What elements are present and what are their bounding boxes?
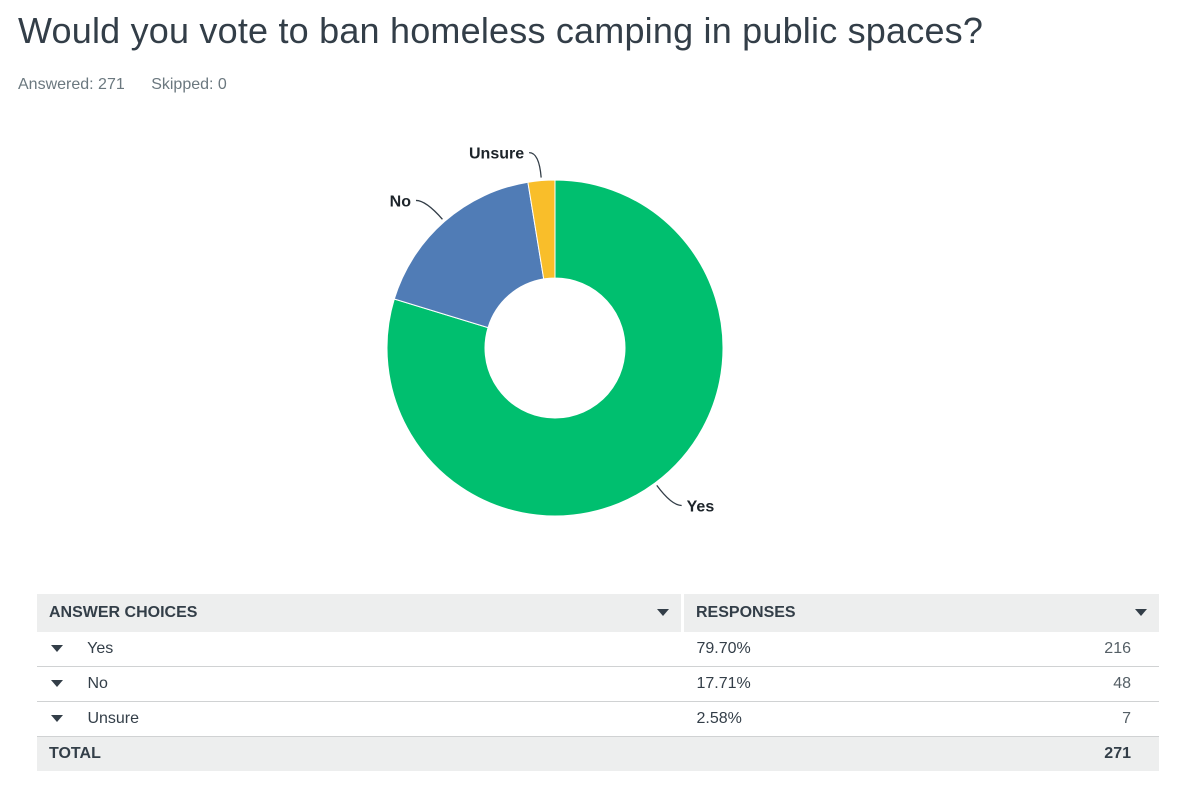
percent-cell: 2.58% bbox=[682, 701, 943, 737]
slice-yes[interactable] bbox=[386, 179, 724, 517]
answer-choices-header[interactable]: ANSWER CHOICES bbox=[37, 594, 683, 632]
total-count: 271 bbox=[942, 736, 1159, 771]
total-label: TOTAL bbox=[37, 736, 943, 771]
table-row: Yes 79.70% 216 bbox=[37, 632, 1159, 667]
donut-chart: Yes No Unsure bbox=[386, 146, 724, 517]
choice-label: Yes bbox=[87, 640, 114, 657]
leader-line-no bbox=[415, 199, 443, 220]
leader-line-unsure bbox=[529, 151, 542, 178]
count-cell: 216 bbox=[942, 632, 1159, 667]
expand-caret-icon[interactable] bbox=[51, 680, 63, 688]
choice-cell: Unsure bbox=[37, 701, 683, 737]
table-header-row: ANSWER CHOICES RESPONSES bbox=[37, 594, 1159, 632]
responses-header-label: RESPONSES bbox=[696, 604, 796, 621]
choice-cell: Yes bbox=[37, 632, 683, 667]
expand-caret-icon[interactable] bbox=[51, 715, 63, 723]
choice-label: Unsure bbox=[87, 710, 140, 727]
results-table: ANSWER CHOICES RESPONSES Yes 79.70% 216 … bbox=[37, 594, 1159, 771]
responses-header[interactable]: RESPONSES bbox=[681, 594, 1159, 632]
skipped-count: Skipped: 0 bbox=[151, 76, 227, 93]
leader-line-yes bbox=[656, 485, 682, 507]
count-cell: 7 bbox=[942, 701, 1159, 737]
slice-label-no: No bbox=[390, 193, 412, 210]
slice-no[interactable] bbox=[393, 181, 545, 329]
choice-cell: No bbox=[37, 666, 683, 702]
percent-cell: 17.71% bbox=[682, 666, 943, 702]
sort-caret-icon[interactable] bbox=[1135, 609, 1147, 616]
slice-label-yes: Yes bbox=[687, 499, 715, 516]
table-row: No 17.71% 48 bbox=[37, 666, 1159, 702]
sort-caret-icon[interactable] bbox=[657, 609, 669, 616]
answered-count: Answered: 271 bbox=[18, 76, 125, 93]
total-row: TOTAL 271 bbox=[37, 736, 1159, 771]
expand-caret-icon[interactable] bbox=[51, 645, 63, 653]
choice-label: No bbox=[87, 675, 108, 692]
table-row: Unsure 2.58% 7 bbox=[37, 701, 1159, 737]
count-cell: 48 bbox=[942, 666, 1159, 702]
question-title: Would you vote to ban homeless camping i… bbox=[18, 10, 984, 51]
percent-cell: 79.70% bbox=[682, 632, 943, 667]
answer-choices-header-label: ANSWER CHOICES bbox=[49, 604, 198, 621]
slice-unsure[interactable] bbox=[527, 179, 556, 280]
response-stats: Answered: 271 Skipped: 0 bbox=[18, 76, 249, 94]
slice-label-unsure: Unsure bbox=[469, 146, 524, 163]
